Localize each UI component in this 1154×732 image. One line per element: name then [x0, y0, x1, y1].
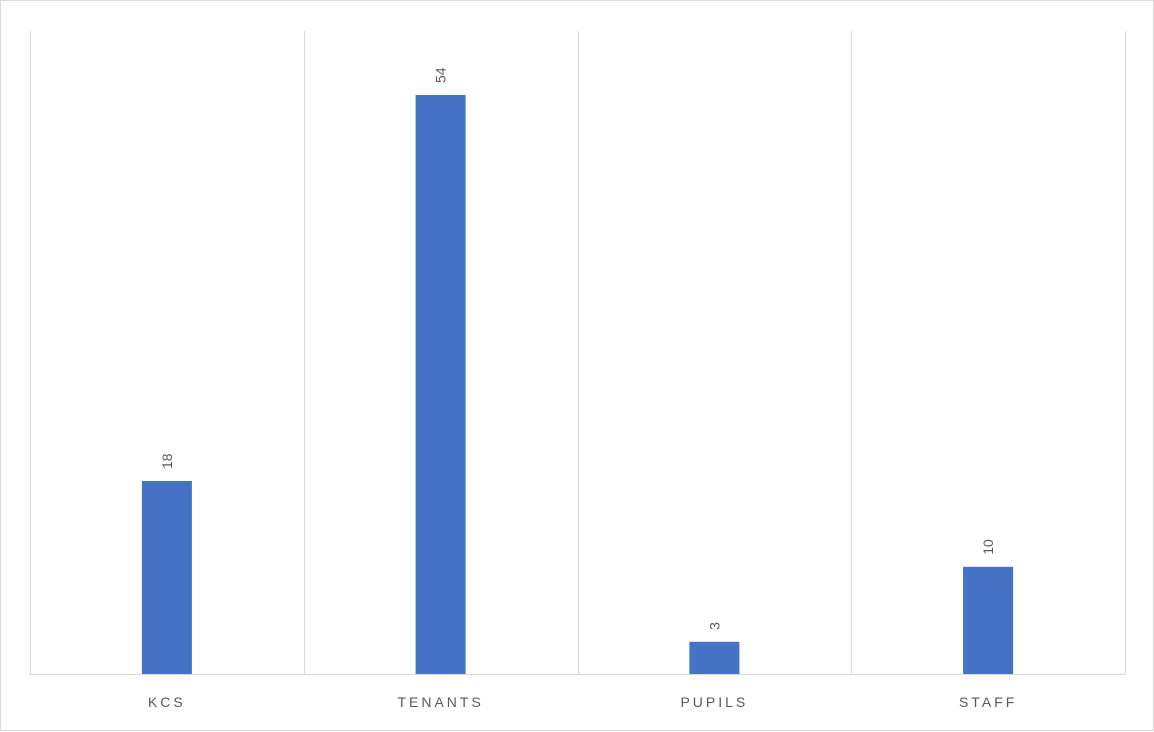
gridlines	[30, 31, 1126, 674]
category-label-pupils: PUPILS	[680, 694, 748, 710]
category-label-tenants: TENANTS	[397, 694, 483, 710]
data-label-kcs: 18	[159, 453, 175, 469]
bar-kcs	[141, 481, 192, 674]
category-label-staff: STAFF	[959, 694, 1017, 710]
bar-tenants	[415, 95, 466, 674]
bar-staff	[963, 566, 1014, 674]
bars	[141, 95, 1014, 674]
bar-pupils	[689, 641, 740, 674]
data-label-pupils: 3	[706, 622, 722, 630]
data-label-staff: 10	[980, 539, 996, 555]
data-label-tenants: 54	[433, 67, 449, 83]
data-labels: 18 54 3 10	[159, 67, 996, 630]
x-axis: KCS TENANTS PUPILS STAFF	[30, 674, 1125, 710]
category-label-kcs: KCS	[148, 694, 186, 710]
